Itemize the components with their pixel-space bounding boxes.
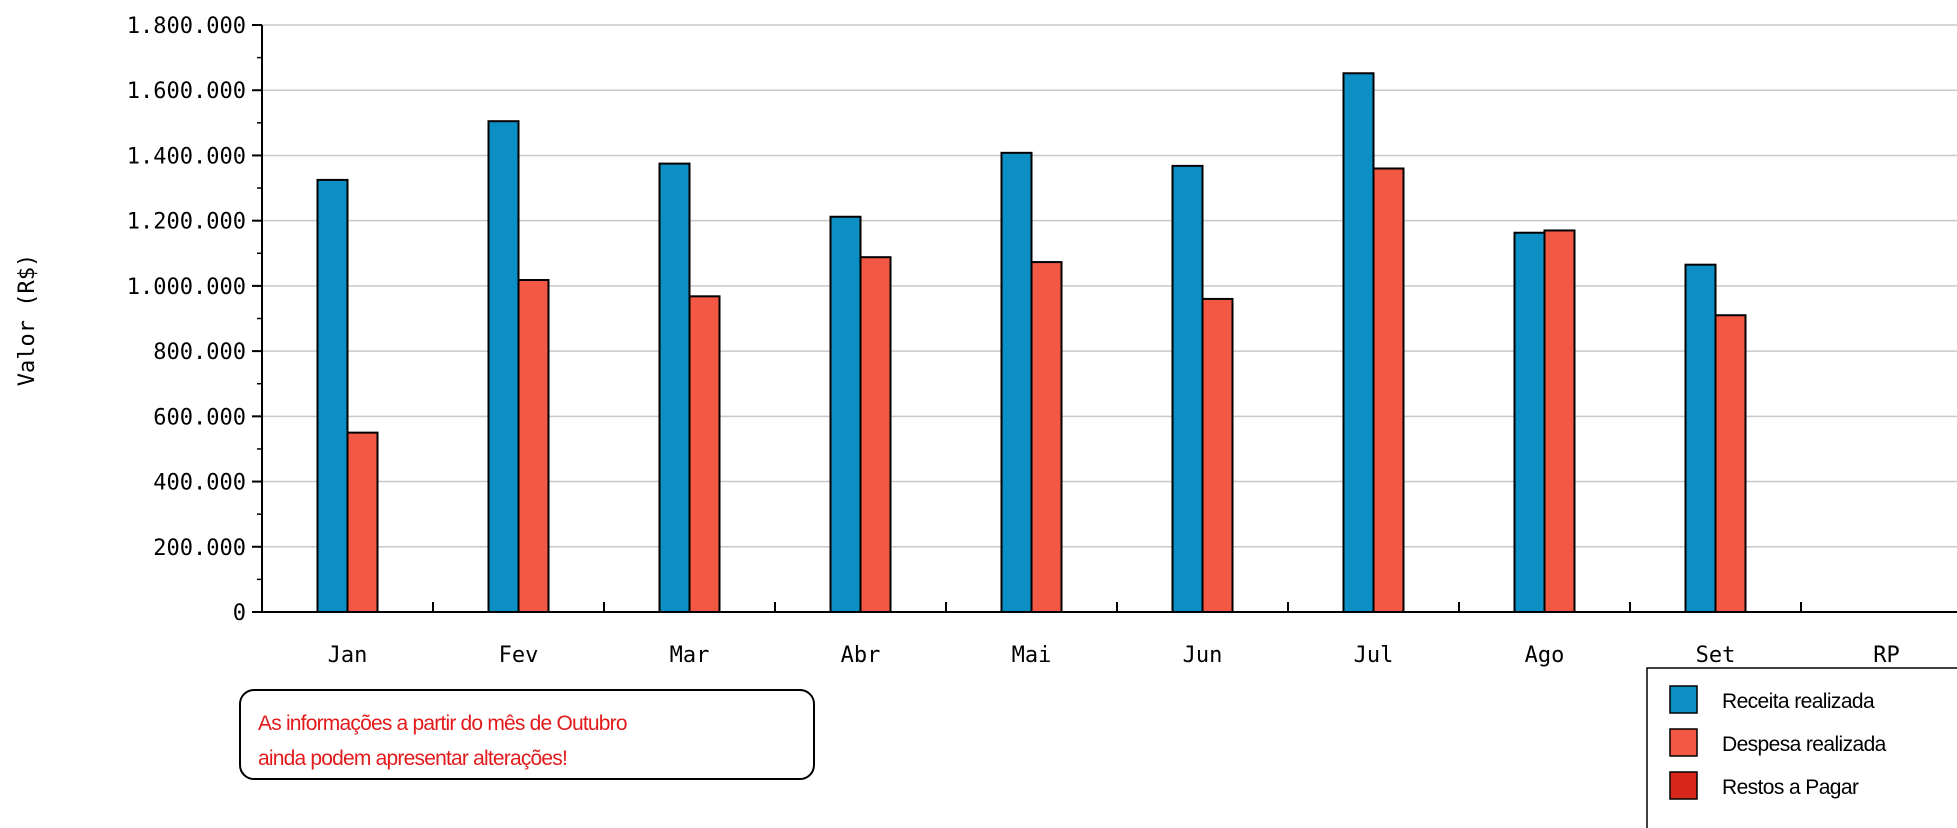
y-tick-label: 400.000	[153, 471, 246, 496]
bar-despesa-ago	[1543, 229, 1576, 613]
bar-despesa-fev	[517, 279, 550, 613]
y-tick-label: 600.000	[153, 405, 246, 430]
x-tick-label-mai: Mai	[1012, 643, 1052, 668]
x-tick-label-jul: Jul	[1354, 643, 1394, 668]
bar-despesa-jan	[346, 431, 379, 613]
y-tick-label: 1.600.000	[127, 79, 246, 104]
bar-despesa-abr	[859, 256, 892, 613]
y-tick-labels: 0 200.000 400.000 600.000 800.000 1.000.000 1.…	[127, 14, 262, 626]
legend-frame	[1646, 667, 1957, 828]
legend-swatch-2	[1669, 771, 1698, 800]
legend-swatch-1	[1669, 728, 1698, 757]
bar-receita-jan	[316, 178, 349, 613]
x-tick-label-jun: Jun	[1183, 643, 1223, 668]
bar-receita-mar	[658, 162, 691, 613]
y-axis-title: Valor (R$)	[15, 254, 40, 386]
x-tick-label-fev: Fev	[499, 643, 539, 668]
legend-label-0: Receita realizada	[1722, 690, 1875, 713]
x-tick-label-mar: Mar	[670, 643, 710, 668]
bar-receita-set	[1684, 263, 1717, 613]
y-tick-label: 1.800.000	[127, 14, 246, 39]
y-tick-label: 1.000.000	[127, 275, 246, 300]
y-tick-label: 800.000	[153, 340, 246, 365]
x-tick-label-rp: RP	[1873, 643, 1900, 668]
bar-despesa-set	[1714, 314, 1747, 613]
bar-receita-jun	[1171, 164, 1204, 613]
x-tick-label-set: Set	[1696, 643, 1736, 668]
x-tick-labels: Jan Fev Mar Abr Mai Jun Jul Ago Set RP	[328, 602, 1900, 668]
y-tick-label: 1.400.000	[127, 144, 246, 169]
legend-label-2: Restos a Pagar	[1722, 776, 1859, 799]
notice-line-1: As informações a partir do mês de Outubr…	[258, 712, 627, 735]
bar-despesa-jun	[1201, 297, 1234, 613]
x-tick-label-abr: Abr	[841, 643, 881, 668]
bar-despesa-mar	[688, 295, 721, 613]
legend-swatch-0	[1669, 685, 1698, 714]
bar-receita-abr	[829, 215, 862, 613]
notice-line-2: ainda podem apresentar alterações!	[258, 747, 567, 770]
notice-box-frame	[239, 689, 815, 780]
bar-despesa-mai	[1030, 261, 1063, 613]
x-tick-label-ago: Ago	[1525, 643, 1565, 668]
legend-items: Receita realizada Despesa realizada Restos…	[1669, 685, 1887, 800]
x-tick-label-jan: Jan	[328, 643, 368, 668]
y-tick-label: 1.200.000	[127, 210, 246, 235]
bar-receita-jul	[1342, 72, 1375, 613]
bar-receita-ago	[1513, 231, 1546, 613]
bars-layer	[316, 72, 1747, 614]
legend: Receita realizada Despesa realizada Restos…	[1646, 667, 1957, 828]
bar-despesa-jul	[1372, 167, 1405, 613]
notice-box: As informações a partir do mês de Outubr…	[239, 689, 815, 780]
bar-receita-fev	[487, 120, 520, 613]
y-tick-label: 0	[233, 601, 246, 626]
legend-label-1: Despesa realizada	[1722, 733, 1887, 756]
y-tick-label: 200.000	[153, 536, 246, 561]
bar-receita-mai	[1000, 151, 1033, 614]
